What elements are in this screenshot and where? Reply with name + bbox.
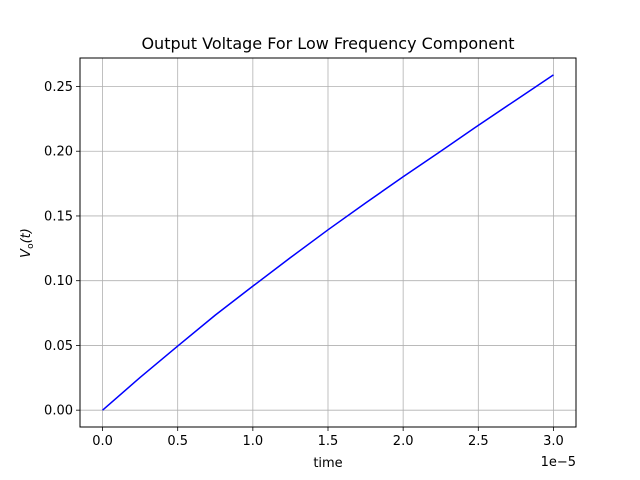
x-offset-label: 1e−5 bbox=[541, 455, 576, 470]
y-axis-label: Vo(t) bbox=[19, 228, 36, 258]
chart-title: Output Voltage For Low Frequency Compone… bbox=[141, 34, 514, 53]
y-tick-label: 0.25 bbox=[44, 80, 73, 95]
y-axis-label-argument: (t) bbox=[19, 228, 34, 243]
x-axis-label: time bbox=[313, 456, 342, 471]
x-tick-label: 2.5 bbox=[468, 434, 489, 449]
y-tick-label: 0.05 bbox=[44, 339, 73, 354]
y-tick-label: 0.10 bbox=[44, 274, 73, 289]
y-tick-label: 0.15 bbox=[44, 209, 73, 224]
y-tick-label: 0.20 bbox=[44, 145, 73, 160]
y-tick-label: 0.00 bbox=[44, 404, 73, 419]
x-tick-label: 0.0 bbox=[92, 434, 113, 449]
x-tick-label: 2.0 bbox=[393, 434, 414, 449]
y-axis-label-subscript: o bbox=[26, 243, 36, 249]
series-group bbox=[102, 74, 554, 411]
y-axis-ticks: 0.00 0.05 0.10 0.15 0.20 0.25 bbox=[44, 80, 80, 419]
x-tick-label: 0.5 bbox=[167, 434, 188, 449]
plot-frame bbox=[79, 57, 577, 428]
x-axis-ticks: 0.0 0.5 1.0 1.5 2.0 2.5 3.0 bbox=[92, 427, 564, 449]
grid bbox=[80, 58, 576, 427]
series-line-output-voltage bbox=[102, 74, 554, 411]
x-tick-label: 1.5 bbox=[318, 434, 339, 449]
y-axis-label-main: V bbox=[19, 248, 34, 258]
x-tick-label: 3.0 bbox=[543, 434, 564, 449]
x-tick-label: 1.0 bbox=[243, 434, 264, 449]
